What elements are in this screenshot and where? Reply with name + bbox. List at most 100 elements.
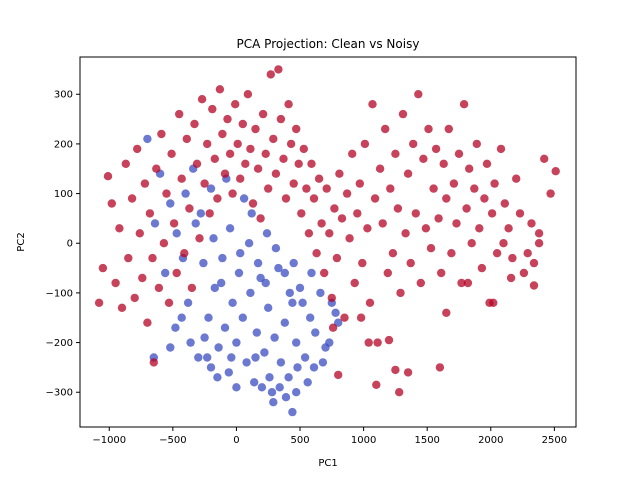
x-axis-label: PC1 xyxy=(318,458,337,469)
scatter-point-series1-51 xyxy=(233,139,242,149)
scatter-point-series0-38 xyxy=(311,328,320,337)
scatter-point-series0-3 xyxy=(171,323,180,332)
scatter-point-series0-14 xyxy=(220,323,230,332)
scatter-point-series1-161 xyxy=(523,249,532,258)
scatter-point-series1-113 xyxy=(391,149,400,158)
scatter-point-series1-172 xyxy=(364,338,373,347)
scatter-point-series1-97 xyxy=(350,278,359,288)
y-tick-label: 200 xyxy=(54,139,73,150)
scatter-point-series1-169 xyxy=(391,365,400,375)
scatter-point-series0-6 xyxy=(186,338,195,347)
scatter-point-series1-111 xyxy=(386,184,395,193)
scatter-point-series0-29 xyxy=(274,263,283,273)
scatter-point-series1-53 xyxy=(238,119,247,129)
scatter-point-series0-82 xyxy=(293,363,302,372)
scatter-point-series1-154 xyxy=(496,144,506,154)
scatter-point-series0-28 xyxy=(270,333,279,342)
scatter-point-series0-85 xyxy=(325,338,334,347)
scatter-point-series0-22 xyxy=(250,378,259,387)
scatter-point-series1-21 xyxy=(157,129,166,139)
y-tick-label: −200 xyxy=(46,338,73,349)
scatter-point-series0-35 xyxy=(295,283,305,293)
scatter-point-series1-29 xyxy=(177,174,186,183)
scatter-point-series1-125 xyxy=(421,224,431,233)
scatter-point-series1-142 xyxy=(465,164,474,173)
scatter-point-series1-81 xyxy=(309,194,319,203)
scatter-point-series1-153 xyxy=(492,249,502,258)
scatter-point-series1-64 xyxy=(266,70,275,79)
scatter-point-series1-178 xyxy=(489,298,498,307)
scatter-point-series0-79 xyxy=(227,353,236,362)
scatter-point-series1-96 xyxy=(348,149,357,158)
scatter-point-series1-126 xyxy=(424,124,433,134)
scatter-point-series0-11 xyxy=(210,283,219,293)
scatter-point-series0-54 xyxy=(253,258,263,268)
scatter-point-series1-10 xyxy=(130,293,139,303)
scatter-point-series0-78 xyxy=(275,383,284,392)
scatter-point-series1-104 xyxy=(368,100,377,109)
y-tick-label: 0 xyxy=(67,239,73,250)
scatter-point-series1-28 xyxy=(175,109,184,119)
scatter-point-series1-41 xyxy=(208,104,217,114)
scatter-point-series1-75 xyxy=(294,159,303,168)
scatter-point-series0-68 xyxy=(166,343,175,352)
scatter-point-series1-181 xyxy=(506,273,516,283)
scatter-point-series1-89 xyxy=(330,204,339,213)
scatter-point-series1-106 xyxy=(373,338,382,347)
scatter-point-series0-88 xyxy=(285,288,294,298)
x-tick-label: 1500 xyxy=(414,435,439,446)
points-layer xyxy=(94,65,560,417)
scatter-point-series1-134 xyxy=(444,124,453,134)
scatter-point-series1-173 xyxy=(356,313,366,322)
scatter-point-series1-65 xyxy=(269,134,278,144)
scatter-point-series0-86 xyxy=(331,308,340,317)
scatter-point-series1-13 xyxy=(138,273,147,283)
y-tick-label: 100 xyxy=(54,189,73,200)
scatter-point-series1-127 xyxy=(426,244,436,253)
scatter-point-series0-33 xyxy=(288,298,297,307)
scatter-point-series0-48 xyxy=(199,258,208,268)
scatter-point-series1-90 xyxy=(332,253,342,263)
scatter-point-series1-117 xyxy=(401,229,410,238)
scatter-point-series0-77 xyxy=(265,373,274,382)
scatter-point-series1-141 xyxy=(462,204,471,213)
scatter-point-series1-78 xyxy=(302,184,311,193)
scatter-point-series0-52 xyxy=(236,249,245,258)
scatter-point-series1-19 xyxy=(152,164,161,173)
scatter-point-series1-184 xyxy=(442,308,451,317)
scatter-point-series0-30 xyxy=(276,358,286,367)
scatter-point-series1-136 xyxy=(449,179,459,188)
scatter-point-series1-71 xyxy=(284,100,293,109)
scatter-point-series1-175 xyxy=(328,323,338,332)
scatter-point-series0-49 xyxy=(209,234,218,243)
scatter-point-series1-109 xyxy=(381,124,390,134)
scatter-point-series1-144 xyxy=(470,184,479,193)
x-tick-label: 0 xyxy=(233,435,239,446)
scatter-point-series0-63 xyxy=(292,388,301,397)
scatter-point-series1-133 xyxy=(442,194,451,203)
scatter-point-series1-15 xyxy=(143,318,152,327)
scatter-point-series1-77 xyxy=(299,144,308,154)
scatter-point-series1-151 xyxy=(487,209,497,218)
scatter-point-series1-24 xyxy=(164,298,174,307)
scatter-point-series1-116 xyxy=(398,109,408,119)
scatter-point-series0-21 xyxy=(246,288,255,298)
y-tick-label: 300 xyxy=(54,90,73,101)
scatter-point-series1-119 xyxy=(406,258,415,268)
scatter-point-series1-0 xyxy=(98,263,108,273)
scatter-point-series1-145 xyxy=(472,139,481,149)
scatter-point-series1-84 xyxy=(317,219,326,228)
scatter-point-series1-166 xyxy=(546,189,555,198)
scatter-point-series1-54 xyxy=(241,159,250,168)
scatter-point-series1-69 xyxy=(279,154,288,163)
scatter-point-series1-158 xyxy=(512,174,521,183)
scatter-point-series1-68 xyxy=(276,114,286,124)
scatter-point-series1-120 xyxy=(409,139,418,149)
chart-title: PCA Projection: Clean vs Noisy xyxy=(237,37,420,51)
scatter-point-series1-87 xyxy=(325,229,334,238)
scatter-point-series1-110 xyxy=(383,268,392,278)
scatter-point-series0-89 xyxy=(261,278,270,288)
scatter-point-series1-102 xyxy=(363,224,372,233)
scatter-point-series0-73 xyxy=(239,194,249,203)
